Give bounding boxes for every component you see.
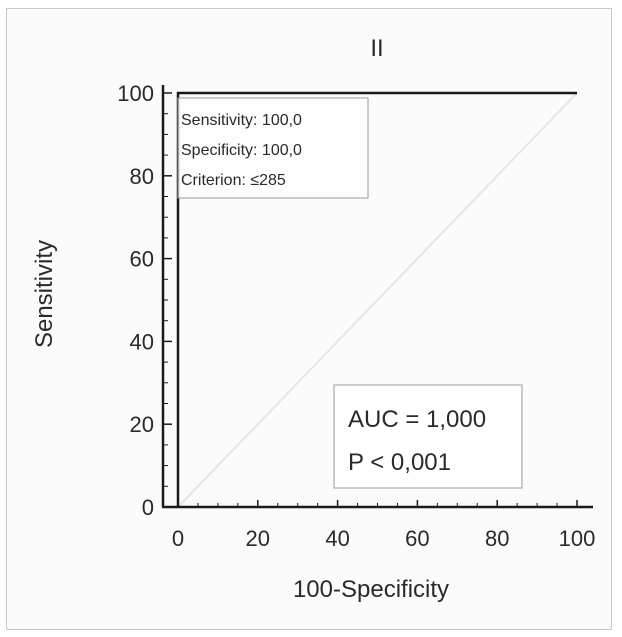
y-tick-label: 0: [142, 495, 154, 520]
x-axis-label: 100-Specificity: [293, 576, 449, 603]
chart-title: II: [370, 35, 383, 62]
ticks-group: 0 20 40 60 80 100 0 20 40 60 80 100: [117, 81, 595, 551]
auc-box: [333, 384, 523, 489]
sensitivity-annotation: Sensitivity: 100,0: [181, 112, 302, 129]
y-tick-label: 100: [117, 81, 154, 106]
x-tick-label: 20: [246, 526, 270, 551]
x-tick-label: 0: [172, 526, 184, 551]
specificity-annotation: Specificity: 100,0: [181, 142, 302, 159]
criterion-annotation: Criterion: ≤285: [181, 172, 286, 189]
x-tick-label: 40: [325, 526, 349, 551]
y-tick-label: 60: [130, 247, 154, 272]
x-tick-label: 100: [559, 526, 596, 551]
auc-annotation: AUC = 1,000: [348, 406, 486, 433]
y-tick-label: 40: [130, 329, 154, 354]
x-tick-label: 60: [405, 526, 429, 551]
y-tick-label: 20: [130, 412, 154, 437]
criterion-box: [177, 97, 369, 199]
x-tick-label: 80: [485, 526, 509, 551]
y-axis-label: Sensitivity: [31, 240, 58, 348]
roc-curve: [176, 91, 577, 507]
y-tick-label: 80: [130, 164, 154, 189]
p-value-annotation: P < 0,001: [348, 449, 451, 476]
reference-diagonal: [177, 92, 578, 508]
